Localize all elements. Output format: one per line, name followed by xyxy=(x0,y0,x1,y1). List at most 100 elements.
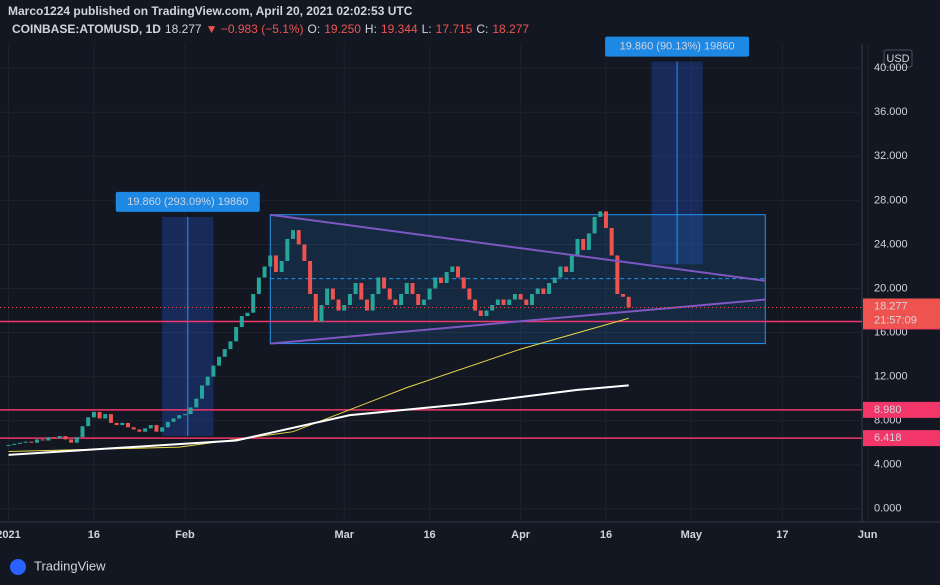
moving-average xyxy=(8,317,629,453)
candle xyxy=(433,277,438,289)
x-tick-label: Mar xyxy=(334,529,354,541)
candle xyxy=(364,299,369,311)
candle xyxy=(569,255,574,272)
candle xyxy=(182,414,187,416)
header-field: 17.715 xyxy=(436,22,473,36)
candle xyxy=(399,294,404,306)
header-line: COINBASE:ATOMUSD, 1D 18.277 ▼ −0.983 (−5.1… xyxy=(12,22,529,36)
measure-label: 19.860 (90.13%) 19860 xyxy=(620,41,735,53)
candle xyxy=(404,283,409,295)
x-tick-label: Apr xyxy=(511,529,531,541)
moving-average xyxy=(8,384,629,456)
candle xyxy=(416,294,421,306)
candle xyxy=(52,437,57,439)
candle xyxy=(456,266,461,278)
candle xyxy=(80,426,85,438)
header-field: O: xyxy=(308,22,321,36)
header-field: C: xyxy=(476,22,488,36)
candle xyxy=(518,294,523,300)
candle xyxy=(12,443,17,445)
candle xyxy=(461,277,466,289)
candle xyxy=(581,238,586,250)
candle xyxy=(524,299,529,306)
triangle-line xyxy=(270,213,766,282)
x-tick-label: 16 xyxy=(423,529,435,541)
currency-box xyxy=(883,49,913,68)
candle xyxy=(188,407,193,415)
header-field: COINBASE:ATOMUSD, 1D xyxy=(12,22,161,36)
header-field: H: xyxy=(365,22,377,36)
candle xyxy=(211,365,216,377)
symbol-line: COINBASE:ATOMUSD, 1D 18.277 ▼ −0.983 (−5.1… xyxy=(12,22,529,36)
candle xyxy=(427,288,432,300)
candle xyxy=(393,299,398,306)
candle xyxy=(359,283,364,300)
candle xyxy=(575,238,580,256)
last-price-box xyxy=(863,298,940,329)
candle xyxy=(177,415,182,419)
candle xyxy=(239,316,244,328)
candle xyxy=(222,349,227,357)
candle xyxy=(410,283,415,295)
candle xyxy=(621,294,626,297)
header-field: 18.277 xyxy=(165,22,202,36)
candle xyxy=(86,417,91,427)
header-field: L: xyxy=(422,22,432,36)
candle xyxy=(126,422,131,428)
candle xyxy=(547,283,552,295)
header-field: ▼ −0.983 (−5.1%) xyxy=(206,22,304,36)
candle xyxy=(285,238,290,261)
last-price: 18.277 xyxy=(874,300,908,312)
level-label-box xyxy=(863,401,940,418)
title: Marco1224 published on TradingView.com, … xyxy=(8,4,413,18)
candle xyxy=(228,341,233,350)
y-tick-label: 12.000 xyxy=(874,371,908,383)
candle xyxy=(615,255,620,295)
x-tick-label: Jun xyxy=(858,529,878,541)
candle xyxy=(313,294,318,322)
candle xyxy=(370,294,375,311)
candle xyxy=(148,425,153,429)
candle xyxy=(97,411,102,419)
candle xyxy=(137,429,142,432)
candle xyxy=(46,437,51,441)
candle xyxy=(268,255,273,267)
candle xyxy=(23,441,28,443)
candle xyxy=(291,230,296,239)
level-label: 8.980 xyxy=(874,404,902,416)
candle xyxy=(74,437,79,443)
currency: USD xyxy=(886,53,909,65)
y-tick-label: 24.000 xyxy=(874,238,908,250)
header-field: 19.344 xyxy=(381,22,418,36)
candle xyxy=(467,288,472,300)
candle xyxy=(154,425,159,432)
candle xyxy=(234,327,239,342)
candle xyxy=(376,277,381,295)
level-label: 6.418 xyxy=(874,432,902,444)
level-label-box xyxy=(863,430,940,447)
y-tick-label: 40.000 xyxy=(874,62,908,74)
candle xyxy=(603,211,608,228)
candle xyxy=(114,422,119,426)
x-tick-label: 16 xyxy=(88,529,100,541)
y-tick-label: 28.000 xyxy=(874,194,908,206)
candle xyxy=(63,436,68,440)
candle xyxy=(353,283,358,295)
candle xyxy=(296,230,301,245)
x-tick-label: 2021 xyxy=(0,529,21,541)
candle xyxy=(34,439,39,443)
header-field: 19.250 xyxy=(324,22,361,36)
range-box xyxy=(269,214,766,345)
candle xyxy=(171,418,176,422)
candle xyxy=(325,288,330,306)
y-tick-label: 20.000 xyxy=(874,282,908,294)
candle xyxy=(586,233,591,250)
candle xyxy=(262,266,267,278)
triangle-line xyxy=(270,298,766,345)
y-tick-label: 32.000 xyxy=(874,150,908,162)
candle xyxy=(626,296,631,308)
x-tick-label: 17 xyxy=(776,529,788,541)
candle xyxy=(251,294,256,313)
candle xyxy=(473,299,478,311)
